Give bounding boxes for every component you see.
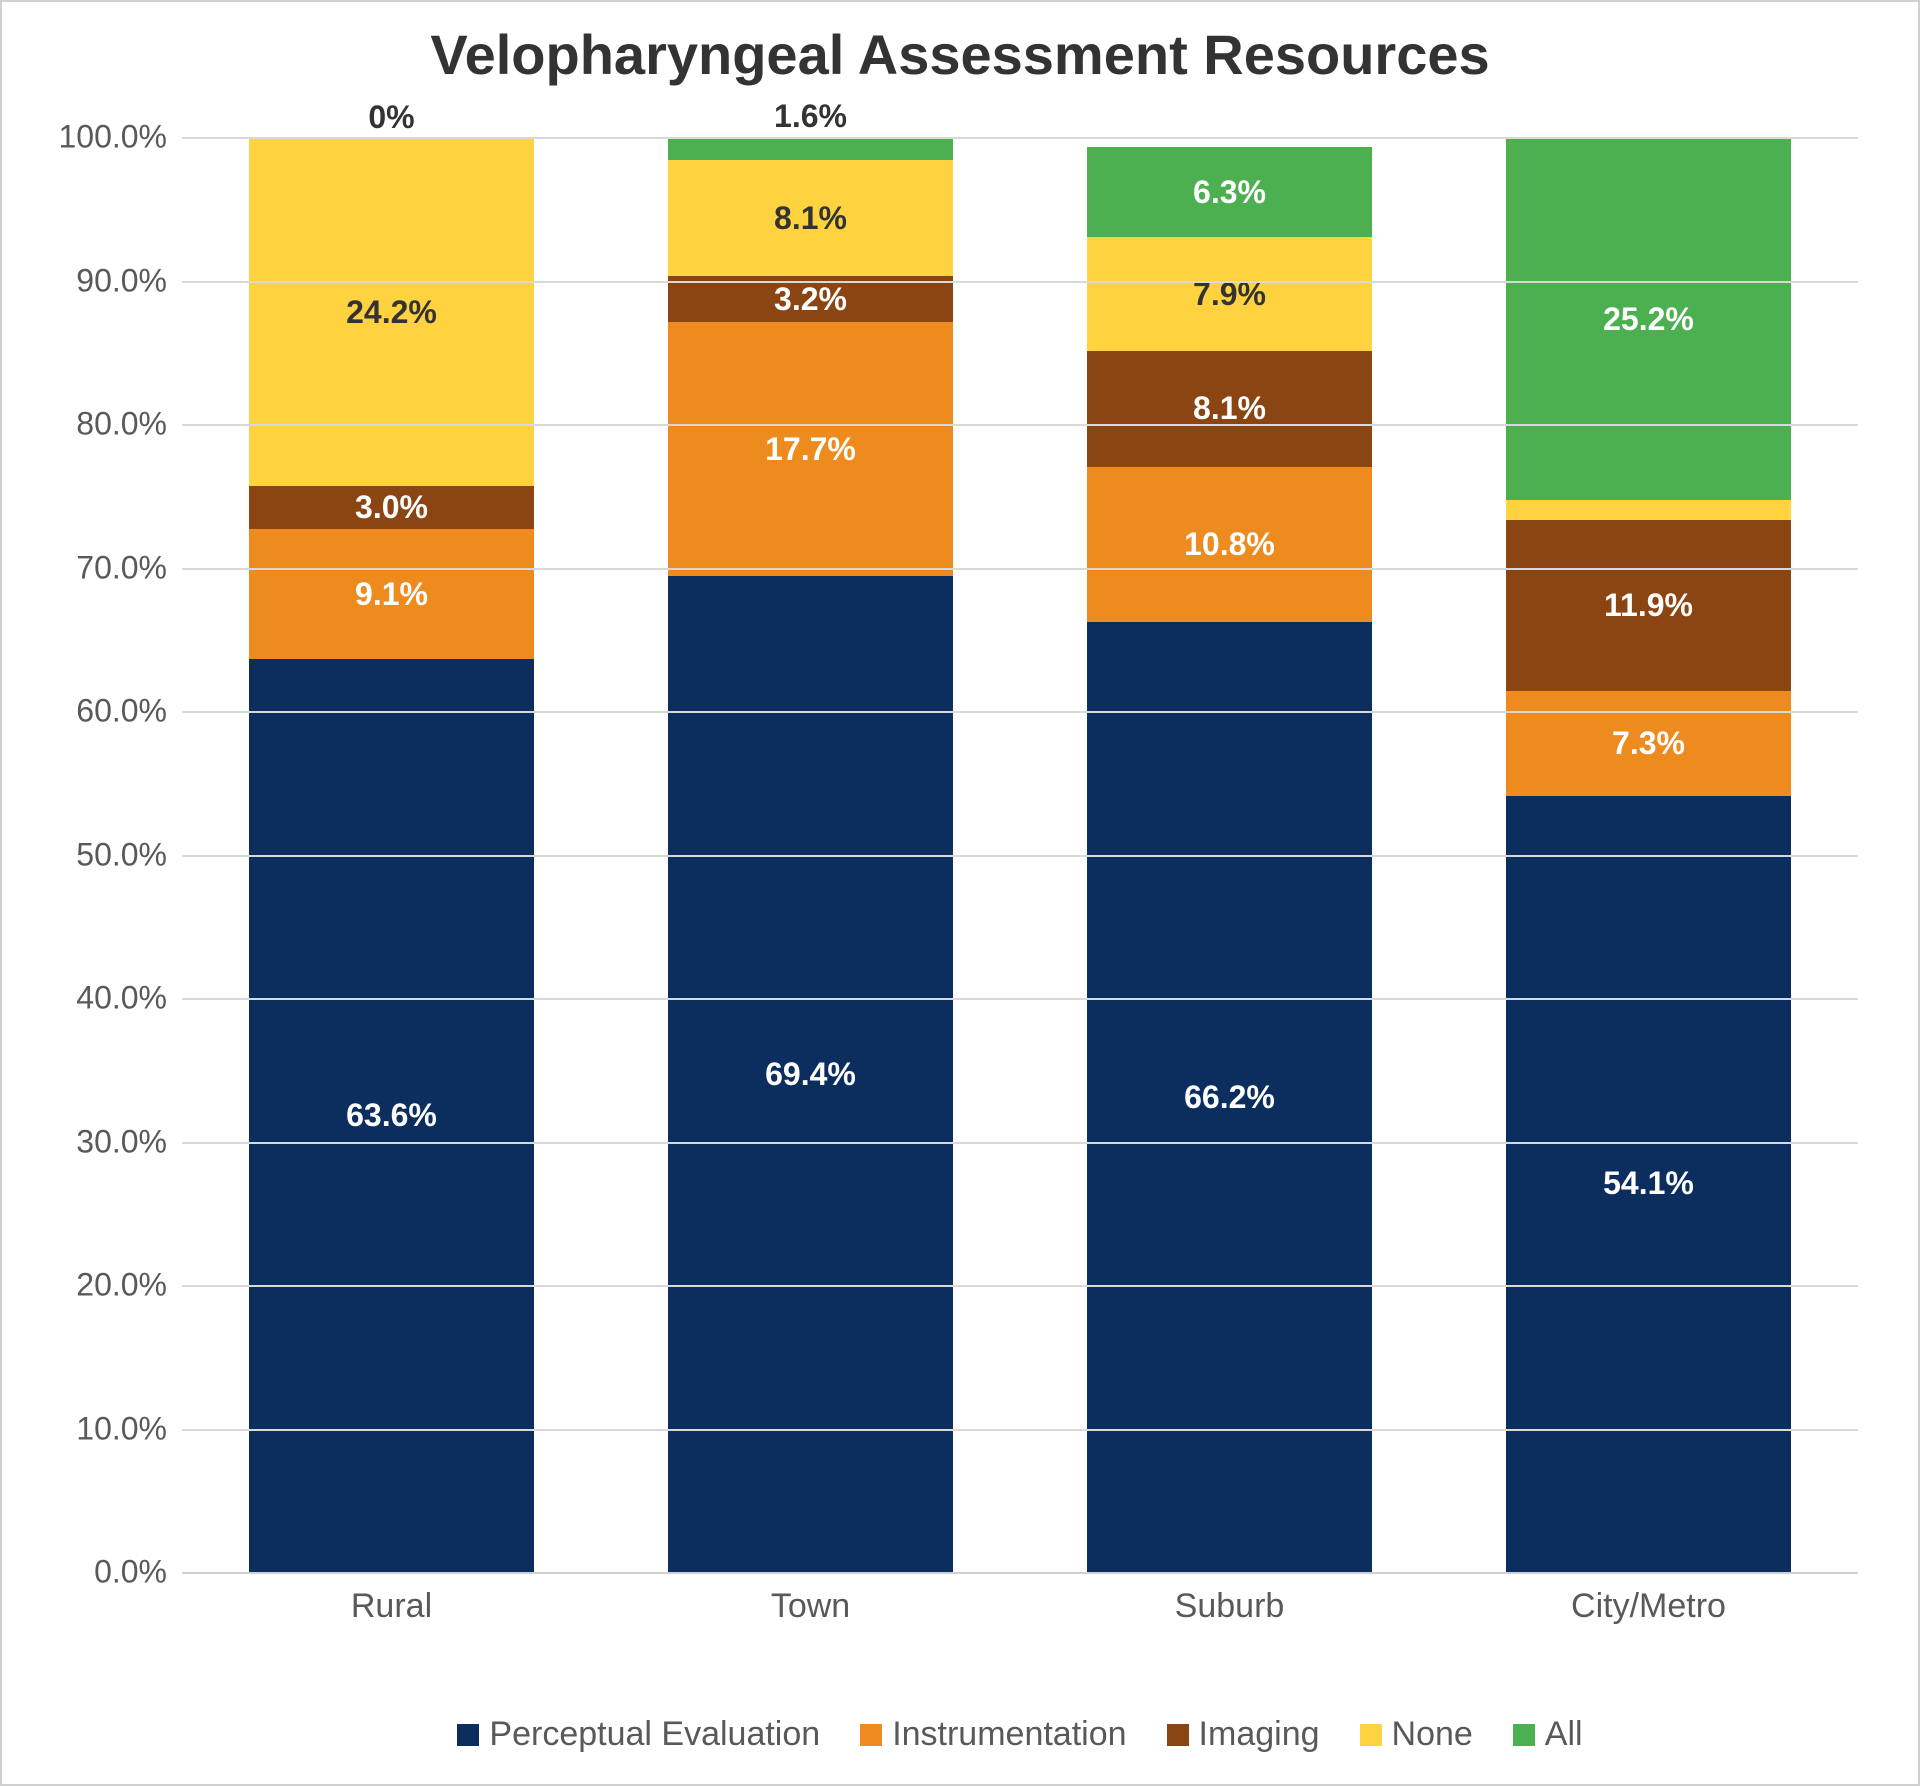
bar-segment-label: 1.6% bbox=[774, 98, 847, 135]
bar-segment: 9.1% bbox=[249, 529, 534, 660]
bar-segment: 6.3% bbox=[1087, 147, 1372, 237]
legend-swatch bbox=[1167, 1724, 1189, 1746]
bar-segment: 17.7% bbox=[668, 322, 953, 576]
legend-item: Imaging bbox=[1167, 1715, 1320, 1754]
bar-segment: 8.1% bbox=[668, 160, 953, 276]
y-tick-label: 60.0% bbox=[76, 693, 182, 730]
y-tick-label: 70.0% bbox=[76, 549, 182, 586]
bar-segment-label: 25.2% bbox=[1603, 301, 1694, 338]
legend-item: All bbox=[1513, 1715, 1583, 1754]
bar-segment: 63.6% bbox=[249, 659, 534, 1572]
bar-segment: 3.0% bbox=[249, 486, 534, 529]
gridline bbox=[182, 424, 1858, 426]
gridline bbox=[182, 711, 1858, 713]
bar-segment: 11.9% bbox=[1506, 520, 1791, 691]
y-tick-label: 30.0% bbox=[76, 1123, 182, 1160]
bar-segment-label: 3.2% bbox=[774, 281, 847, 318]
gridline bbox=[182, 998, 1858, 1000]
bar-segment: 24.2% bbox=[249, 138, 534, 485]
legend-label: Instrumentation bbox=[892, 1715, 1126, 1754]
bar-segment-label: 0% bbox=[368, 99, 414, 136]
bar-segment: 7.9% bbox=[1087, 237, 1372, 350]
bar-segment-label: 6.3% bbox=[1193, 174, 1266, 211]
legend-label: None bbox=[1392, 1715, 1473, 1754]
y-tick-label: 0.0% bbox=[94, 1554, 182, 1591]
bar-segment: 54.1% bbox=[1506, 796, 1791, 1572]
bar-segment: 69.4% bbox=[668, 576, 953, 1572]
bar-segment: 10.8% bbox=[1087, 467, 1372, 622]
bar-segment-label: 3.0% bbox=[355, 489, 428, 526]
bar-segment-label: 63.6% bbox=[346, 1097, 437, 1134]
gridline bbox=[182, 568, 1858, 570]
legend-label: All bbox=[1545, 1715, 1583, 1754]
bar-segment: 7.3% bbox=[1506, 691, 1791, 796]
legend-swatch bbox=[1513, 1724, 1535, 1746]
gridline bbox=[182, 1429, 1858, 1431]
legend-item: Perceptual Evaluation bbox=[457, 1715, 820, 1754]
x-tick-label: Town bbox=[771, 1572, 850, 1626]
y-tick-label: 40.0% bbox=[76, 980, 182, 1017]
bar-segment: 8.1% bbox=[1087, 351, 1372, 467]
bar-segment-label: 10.8% bbox=[1184, 526, 1275, 563]
y-tick-label: 20.0% bbox=[76, 1267, 182, 1304]
bar-segment: 1.6% bbox=[668, 137, 953, 160]
legend-swatch bbox=[1360, 1724, 1382, 1746]
chart-title: Velopharyngeal Assessment Resources bbox=[2, 22, 1918, 87]
bar-segment-label: 66.2% bbox=[1184, 1079, 1275, 1116]
bar-segment-label: 9.1% bbox=[355, 576, 428, 613]
bar-segment-label: 8.1% bbox=[774, 200, 847, 237]
y-tick-label: 10.0% bbox=[76, 1410, 182, 1447]
plot-area: 63.6%9.1%3.0%24.2%0%Rural69.4%17.7%3.2%8… bbox=[182, 137, 1858, 1574]
bar-segment-label: 8.1% bbox=[1193, 390, 1266, 427]
bar-segment-label: 54.1% bbox=[1603, 1165, 1694, 1202]
gridline bbox=[182, 137, 1858, 139]
x-tick-label: City/Metro bbox=[1571, 1572, 1726, 1626]
legend-item: None bbox=[1360, 1715, 1473, 1754]
bar-segment: 25.2% bbox=[1506, 138, 1791, 500]
bar-segment-label: 24.2% bbox=[346, 294, 437, 331]
legend-label: Perceptual Evaluation bbox=[489, 1715, 820, 1754]
legend-item: Instrumentation bbox=[860, 1715, 1126, 1754]
y-tick-label: 50.0% bbox=[76, 836, 182, 873]
x-tick-label: Rural bbox=[351, 1572, 432, 1626]
y-tick-label: 80.0% bbox=[76, 406, 182, 443]
chart-container: Velopharyngeal Assessment Resources 63.6… bbox=[0, 0, 1920, 1786]
gridline bbox=[182, 1142, 1858, 1144]
bar-segment-label: 11.9% bbox=[1604, 587, 1693, 624]
bar-segment-label: 69.4% bbox=[765, 1056, 856, 1093]
bar-segment-label: 7.3% bbox=[1612, 725, 1685, 762]
legend: Perceptual Evaluation Instrumentation Imag… bbox=[182, 1715, 1858, 1754]
bar-segment-label: 17.7% bbox=[765, 431, 856, 468]
bar-segment: 3.2% bbox=[668, 276, 953, 322]
legend-swatch bbox=[860, 1724, 882, 1746]
bar-segment: 1.4% bbox=[1506, 500, 1791, 520]
gridline bbox=[182, 281, 1858, 283]
legend-label: Imaging bbox=[1199, 1715, 1320, 1754]
gridline bbox=[182, 1285, 1858, 1287]
x-tick-label: Suburb bbox=[1175, 1572, 1285, 1626]
y-tick-label: 90.0% bbox=[76, 262, 182, 299]
legend-swatch bbox=[457, 1724, 479, 1746]
gridline bbox=[182, 855, 1858, 857]
y-tick-label: 100.0% bbox=[58, 119, 182, 156]
